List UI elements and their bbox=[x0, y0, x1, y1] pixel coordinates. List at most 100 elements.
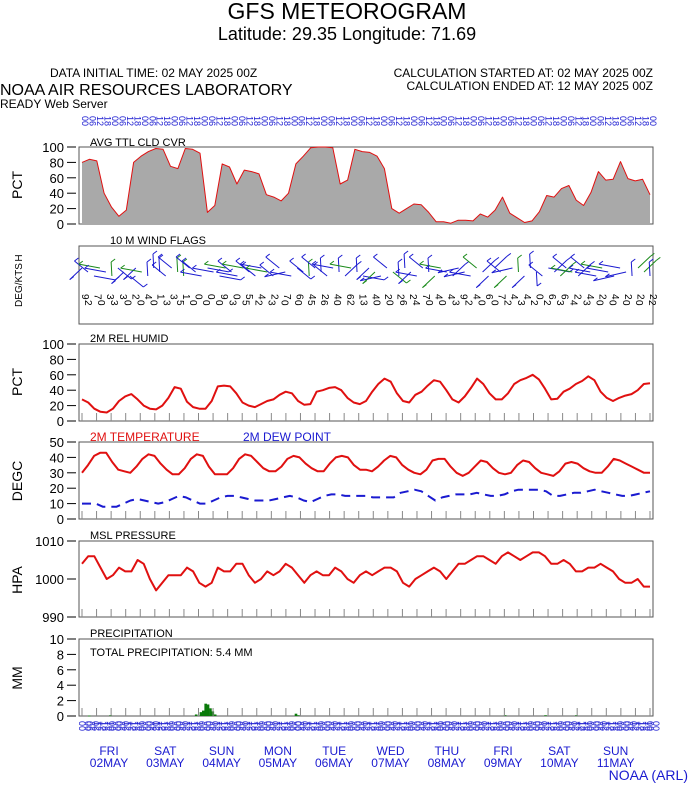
bottom-hour-label: 06 bbox=[84, 721, 94, 731]
cloud-hour-label: 18 bbox=[581, 116, 591, 126]
wind-barb-flag bbox=[228, 268, 234, 273]
wind-barb bbox=[301, 256, 316, 269]
cloud-hour-label: 18 bbox=[371, 116, 381, 126]
wind-barb bbox=[157, 256, 172, 269]
wind-speed-digit: 5 bbox=[305, 300, 316, 306]
wind-barb-flag bbox=[84, 264, 90, 269]
wind-barb-flag bbox=[111, 280, 116, 285]
bottom-hour-label: 06 bbox=[294, 721, 304, 731]
bottom-hour-label: 18 bbox=[524, 721, 534, 731]
wind-barb bbox=[235, 260, 250, 273]
precip-bar bbox=[194, 714, 198, 716]
date-label: 02MAY bbox=[90, 756, 128, 770]
wind-barb-flag bbox=[403, 250, 409, 255]
wind-dir-digit: 2 bbox=[129, 294, 140, 300]
bottom-hour-label: 12 bbox=[361, 721, 371, 731]
wind-barb-flag bbox=[566, 256, 571, 261]
bottom-hour-label: 06 bbox=[210, 721, 220, 731]
wind-barb bbox=[120, 267, 142, 273]
wind-barb-flag bbox=[383, 276, 389, 281]
bottom-hour-label: 00 bbox=[137, 721, 147, 731]
wind-barb bbox=[241, 264, 256, 277]
bottom-hour-label: 12 bbox=[630, 721, 640, 731]
bottom-hour-label: 18 bbox=[614, 721, 624, 731]
bottom-hour-label: 06 bbox=[479, 721, 489, 731]
wind-barb bbox=[630, 261, 633, 277]
wind-barb-flag bbox=[493, 284, 499, 289]
bottom-hour-label: 18 bbox=[315, 721, 325, 731]
rh-tick-1: 20 bbox=[50, 399, 64, 414]
pressure-ylabel: HPA bbox=[9, 565, 25, 593]
bottom-hour-label: 00 bbox=[226, 721, 236, 731]
wind-dir-digit: 4 bbox=[142, 294, 153, 300]
precip-panel bbox=[78, 638, 654, 717]
bottom-hour-label: 06 bbox=[174, 721, 184, 731]
cloud-hour-label: 18 bbox=[431, 116, 441, 126]
cloud-hour-label: 12 bbox=[274, 116, 284, 126]
wind-dir-digit: 9 bbox=[79, 294, 90, 300]
wind-barb bbox=[593, 275, 615, 282]
bottom-hour-label: 12 bbox=[92, 721, 102, 731]
wind-barb-flag bbox=[131, 275, 136, 280]
precip-bar bbox=[199, 712, 203, 716]
wind-barb-flag bbox=[264, 273, 269, 278]
temp-tick-0: 0 bbox=[57, 512, 64, 527]
bottom-hour-label: 12 bbox=[158, 721, 168, 731]
wind-barb-flag bbox=[422, 284, 427, 289]
wind-barb-flag bbox=[245, 264, 251, 269]
wind-barb-flag bbox=[590, 260, 595, 265]
cloud-hour-label: 18 bbox=[491, 116, 501, 126]
bottom-hour-label: 12 bbox=[546, 721, 556, 731]
wind-barb-flag bbox=[511, 284, 517, 289]
wind-barb bbox=[129, 275, 144, 288]
cloud-hour-label: 06 bbox=[267, 116, 277, 126]
wind-barb-flag bbox=[586, 264, 592, 269]
wind-speed-digit: 3 bbox=[266, 300, 277, 306]
temp-tick-3: 30 bbox=[50, 466, 64, 481]
dewpoint-legend: 2M DEW POINT bbox=[243, 430, 332, 444]
bottom-hour-label: 00 bbox=[286, 721, 296, 731]
bottom-hour-label: 00 bbox=[561, 721, 571, 731]
cloud-line bbox=[81, 146, 651, 224]
cloud-hour-label: 06 bbox=[357, 116, 367, 126]
cloud-hour-label: 12 bbox=[364, 116, 374, 126]
wind-speed-digit: 2 bbox=[462, 300, 473, 306]
wind-barb bbox=[637, 256, 651, 269]
precip-tick-3: 6 bbox=[57, 663, 64, 678]
wind-barb-flag bbox=[265, 253, 271, 258]
bottom-hour-label: 12 bbox=[397, 721, 407, 731]
bottom-hour-label: 18 bbox=[398, 721, 408, 731]
bottom-hour-label: 06 bbox=[270, 721, 280, 731]
day-label: FRI bbox=[99, 744, 118, 758]
wind-dir-digit: 4 bbox=[432, 294, 443, 300]
wind-barb-flag bbox=[158, 254, 164, 259]
bottom-hour-label: 06 bbox=[383, 721, 393, 731]
bottom-hour-label: 06 bbox=[330, 721, 340, 731]
precip-tick-4: 8 bbox=[57, 647, 64, 662]
bottom-hour-label: 18 bbox=[494, 721, 504, 731]
cloud-hour-label: 18 bbox=[252, 116, 262, 126]
bottom-hour-label: 00 bbox=[502, 721, 512, 731]
bottom-hour-label: 06 bbox=[300, 721, 310, 731]
wind-dir-digit: 2 bbox=[597, 294, 608, 300]
wind-barb bbox=[222, 263, 244, 269]
wind-barb-flag bbox=[425, 264, 430, 269]
cloud-hour-label: 06 bbox=[147, 116, 157, 126]
cloud-title: AVG TTL CLD CVR bbox=[90, 137, 186, 149]
cloud-hour-label: 00 bbox=[349, 116, 359, 126]
wind-barb bbox=[311, 263, 334, 269]
wind-dir-digit: 0 bbox=[533, 294, 544, 300]
wind-dir-digit: 0 bbox=[193, 294, 204, 300]
precip-title: PRECIPITATION bbox=[90, 628, 173, 640]
cloud-hour-label: 18 bbox=[102, 116, 112, 126]
bottom-hour-label: 12 bbox=[540, 721, 550, 731]
wind-speed-digit: 6 bbox=[318, 300, 329, 306]
cloud-hour-label: 06 bbox=[626, 116, 636, 126]
wind-speed-digit: 0 bbox=[187, 300, 198, 306]
pressure-line bbox=[81, 551, 650, 592]
bottom-hour-label: 00 bbox=[316, 721, 326, 731]
wind-speed-digit: 0 bbox=[620, 300, 631, 306]
rh-tick-3: 60 bbox=[50, 368, 64, 383]
wind-barb-flag bbox=[176, 254, 182, 259]
